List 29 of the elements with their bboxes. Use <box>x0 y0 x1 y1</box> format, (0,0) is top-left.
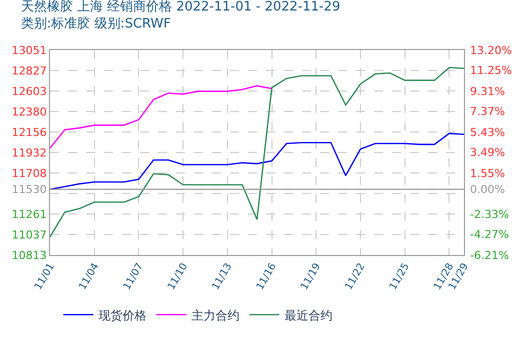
y2-tick-label: 1.55% <box>470 167 505 180</box>
chart-subtitle: 类别:标准胶 级别:SCRWF <box>20 16 171 32</box>
y-tick-label: 12156 <box>12 126 47 139</box>
legend-label: 最近合约 <box>284 308 332 322</box>
y2-tick-label: 5.43% <box>470 126 505 139</box>
y2-tick-label: 11.25% <box>470 64 512 77</box>
y-tick-label: 11708 <box>12 166 47 180</box>
line-series <box>50 85 272 149</box>
y2-tick-label: -4.27% <box>470 228 509 241</box>
y2-tick-label: 0.00% <box>470 183 505 196</box>
y2-tick-label: -2.33% <box>470 208 509 221</box>
y2-tick-label: 3.49% <box>470 146 505 159</box>
y2-tick-label: 9.31% <box>470 85 505 98</box>
y-tick-label: 11261 <box>12 208 47 221</box>
y-tick-label: 12603 <box>12 84 47 98</box>
y-tick-label: 11932 <box>12 146 47 160</box>
y-tick-label: 10813 <box>12 248 47 262</box>
y-tick-label: 11037 <box>12 228 47 242</box>
y2-tick-label: 13.20% <box>470 44 512 57</box>
y2-tick-label: 7.37% <box>470 105 505 118</box>
line-series <box>50 66 464 238</box>
legend-label: 现货价格 <box>98 308 146 322</box>
y-tick-label: 12380 <box>12 105 47 118</box>
y-tick-label: 12827 <box>12 64 47 78</box>
y-tick-label: 13051 <box>12 44 47 57</box>
legend-label: 主力合约 <box>191 308 240 322</box>
y-tick-label: 11530 <box>12 183 47 196</box>
line-series <box>50 132 464 190</box>
y2-tick-label: -6.21% <box>470 249 509 262</box>
